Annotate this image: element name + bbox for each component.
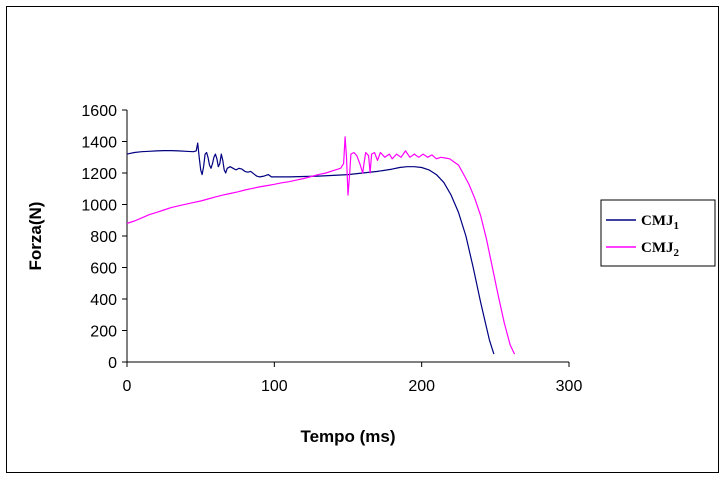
y-tick-label: 1600 xyxy=(81,103,117,120)
x-tick-label: 300 xyxy=(556,378,583,395)
y-tick-label: 1200 xyxy=(81,166,117,183)
x-tick-label: 0 xyxy=(123,378,132,395)
legend-box xyxy=(600,199,716,267)
x-tick-label: 100 xyxy=(261,378,288,395)
y-tick-label: 1000 xyxy=(81,198,117,215)
series-layer xyxy=(126,136,516,355)
legend-label-2: CMJ2 xyxy=(641,240,680,259)
axes: 0 200 400 600 800 1000 1200 1400 1600 0 100 200 300 xyxy=(81,103,582,395)
legend: CMJ1 CMJ2 xyxy=(600,199,716,267)
y-tick-label: 200 xyxy=(90,324,117,341)
series-line-1 xyxy=(126,142,495,355)
y-axis-title: Forza(N) xyxy=(26,202,45,271)
y-tick-label: 800 xyxy=(90,229,117,246)
chart-frame: 0 200 400 600 800 1000 1200 1400 1600 0 100 200 300 … xyxy=(6,6,719,473)
y-tick-label: 400 xyxy=(90,292,117,309)
legend-label-1: CMJ1 xyxy=(641,213,679,232)
y-tick-label: 1400 xyxy=(81,135,117,152)
series-line-2 xyxy=(126,136,516,355)
x-tick-label: 200 xyxy=(408,378,435,395)
x-axis-title: Tempo (ms) xyxy=(300,427,395,446)
y-tick-label: 600 xyxy=(90,261,117,278)
y-tick-label: 0 xyxy=(108,355,117,372)
